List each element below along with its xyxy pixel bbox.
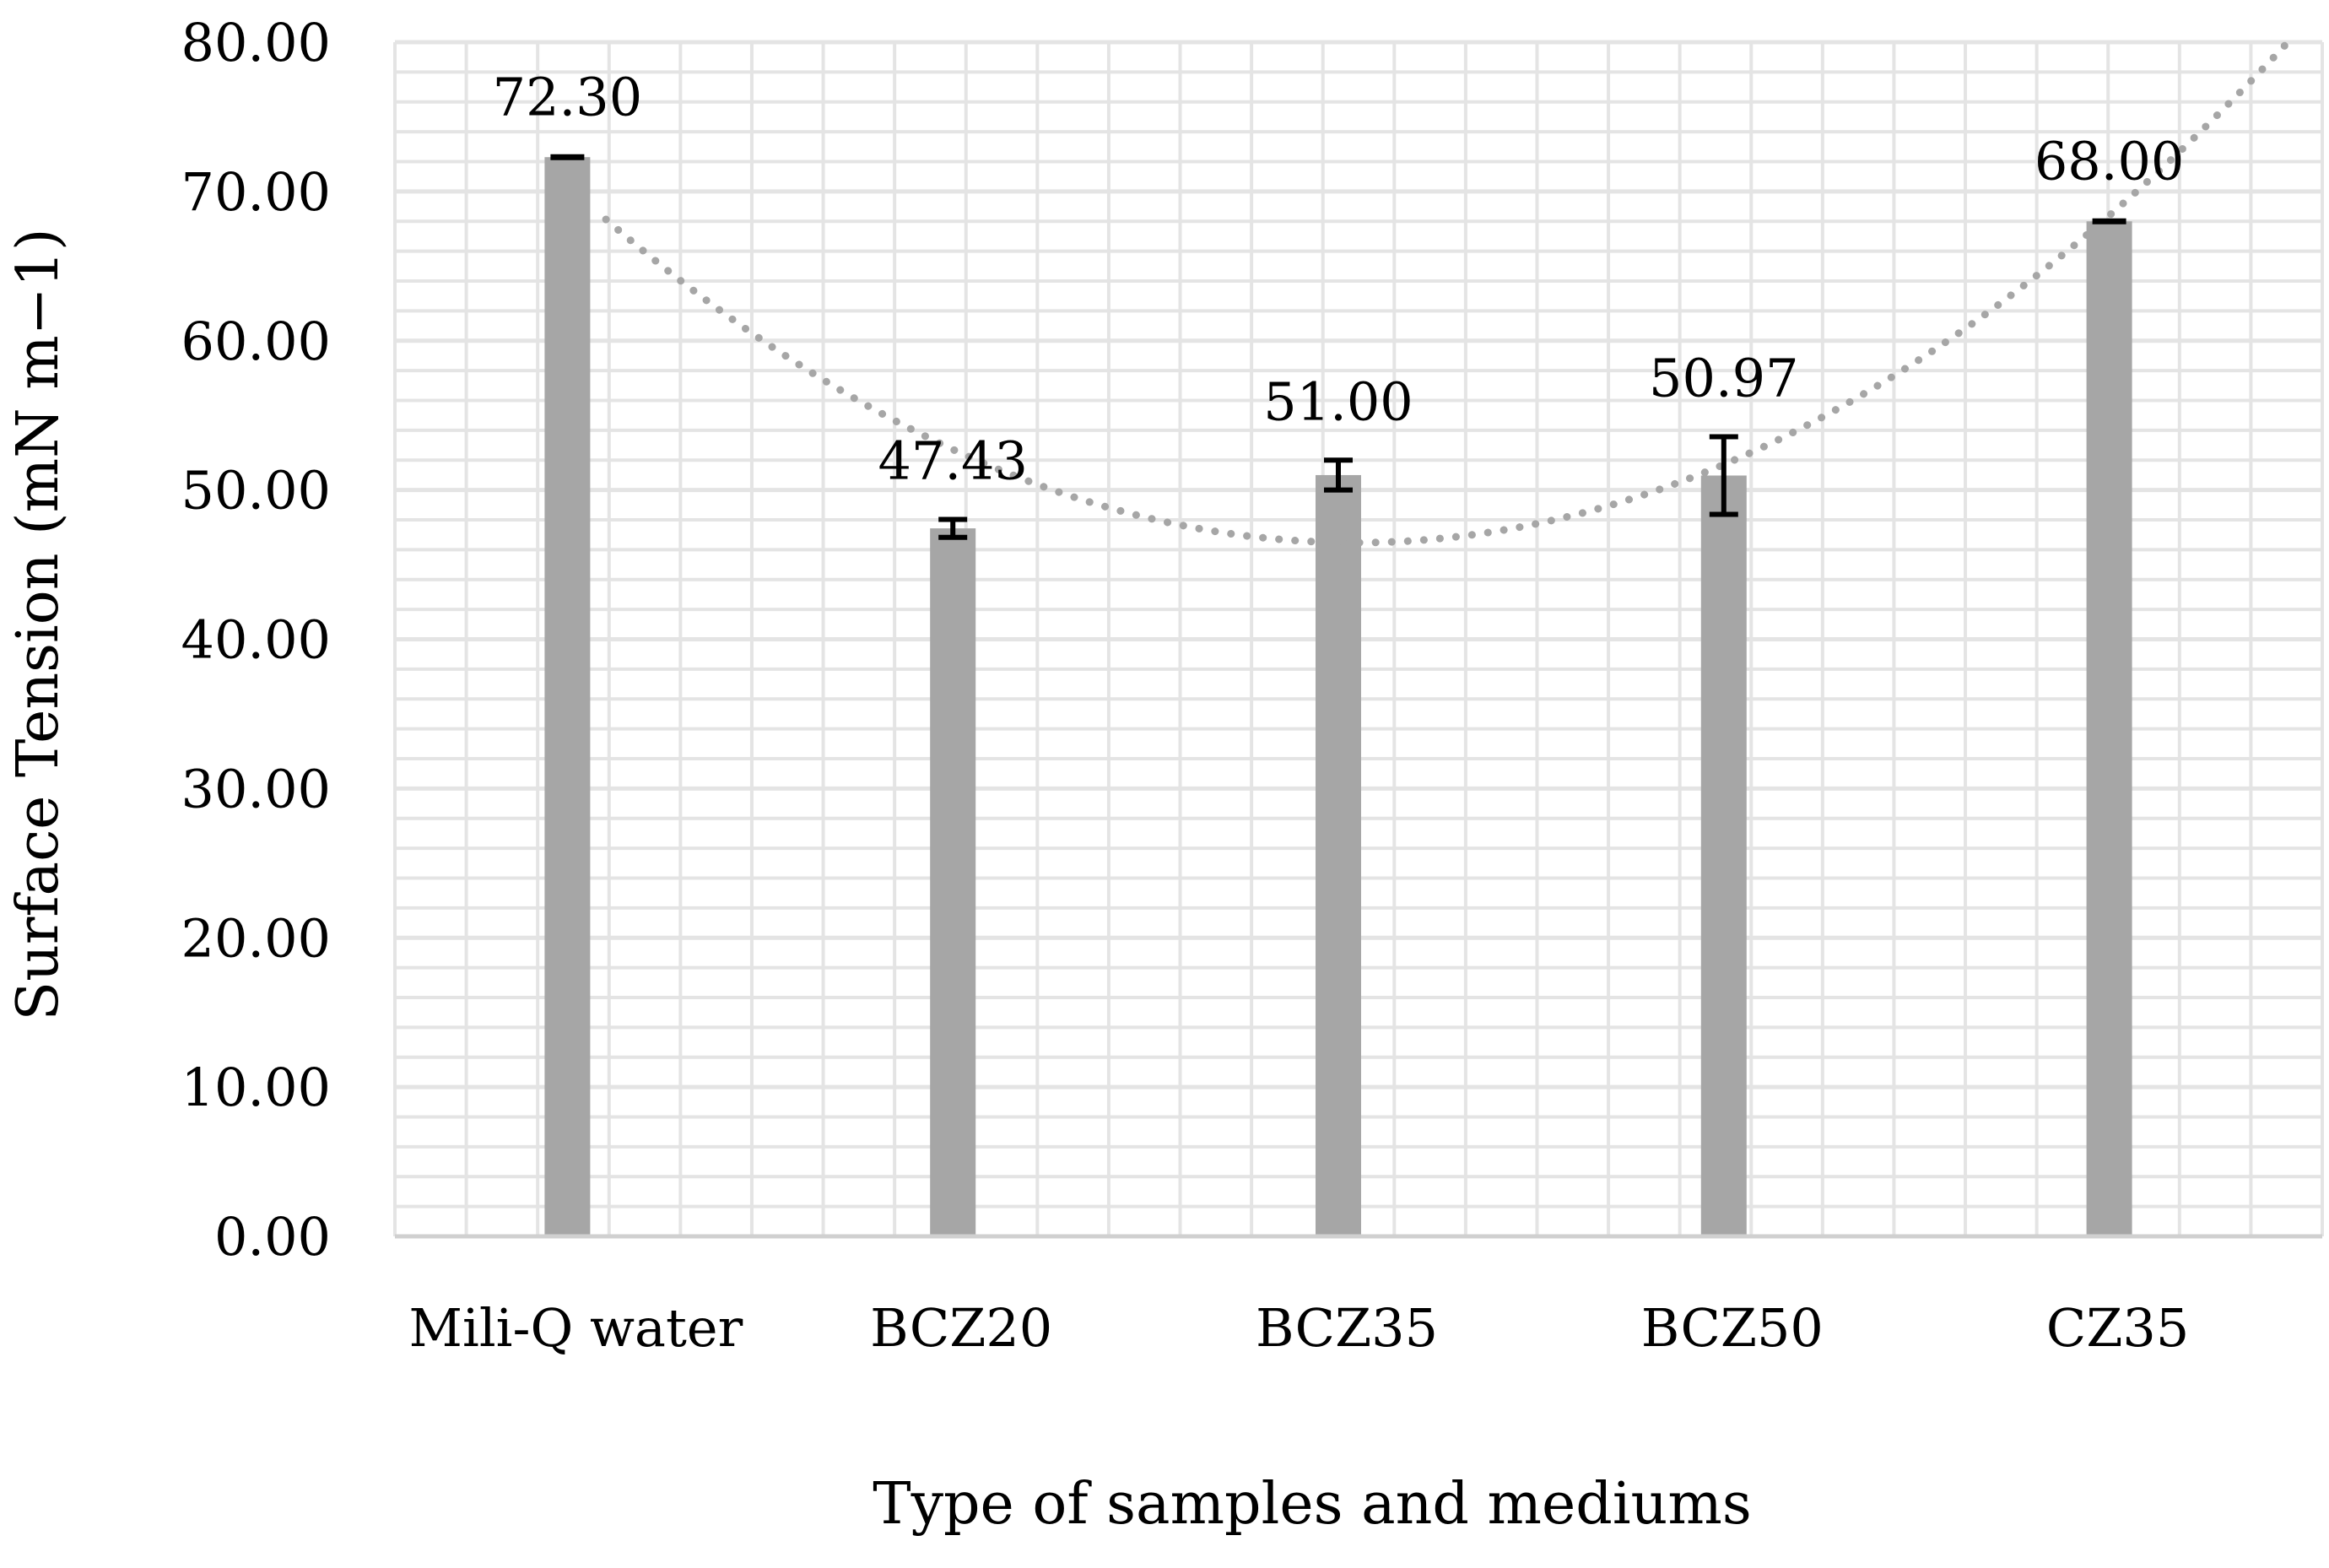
bar-bcz35 xyxy=(1316,474,1361,1236)
trendline xyxy=(602,40,2291,547)
bar-cz35 xyxy=(2086,221,2132,1236)
x-tick-label: BCZ20 xyxy=(870,1297,1052,1359)
y-axis-title: Surface Tension (mN m−1) xyxy=(5,228,72,1020)
bar-bcz20 xyxy=(930,528,976,1236)
data-label: 68.00 xyxy=(2034,130,2185,192)
x-axis-title: Type of samples and mediums xyxy=(873,1471,1751,1538)
error-bar xyxy=(938,516,968,540)
bar-mili-q-water xyxy=(544,157,591,1237)
y-tick-label: 70.00 xyxy=(181,161,332,223)
y-tick-label: 50.00 xyxy=(181,460,332,522)
y-tick-label: 20.00 xyxy=(181,907,332,969)
y-tick-label: 60.00 xyxy=(181,311,332,372)
y-tick-label: 10.00 xyxy=(181,1057,332,1118)
bar-bcz50 xyxy=(1700,475,1747,1236)
y-tick-label: 30.00 xyxy=(181,758,332,819)
error-bars xyxy=(550,154,2126,540)
error-bar xyxy=(1324,457,1353,493)
bars xyxy=(544,157,2132,1237)
error-bar xyxy=(1709,434,1738,517)
data-labels: 72.30 47.43 51.00 50.97 68.00 xyxy=(493,66,2185,491)
x-tick-label: BCZ35 xyxy=(1256,1297,1438,1359)
x-tick-label: BCZ50 xyxy=(1641,1297,1824,1359)
data-label: 51.00 xyxy=(1263,370,1413,432)
y-tick-label: 80.00 xyxy=(181,12,332,73)
data-label: 47.43 xyxy=(878,430,1028,491)
x-tick-label: Mili-Q water xyxy=(409,1297,743,1359)
y-tick-label: 0.00 xyxy=(214,1206,331,1268)
data-label: 50.97 xyxy=(1649,347,1799,408)
x-tick-label: CZ35 xyxy=(2046,1297,2189,1359)
y-tick-label: 40.00 xyxy=(181,609,332,671)
data-label: 72.30 xyxy=(493,66,643,127)
trendline-group xyxy=(602,40,2291,547)
axes: 0.00 10.00 20.00 30.00 40.00 50.00 60.00 70.00 8… xyxy=(181,12,2322,1359)
